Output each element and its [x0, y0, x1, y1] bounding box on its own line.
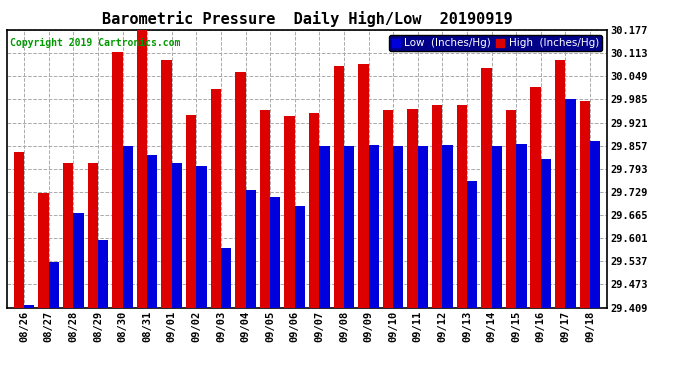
Bar [123, 146, 133, 308]
Bar [319, 146, 330, 308]
Bar [565, 99, 575, 308]
Bar [393, 146, 404, 308]
Bar [49, 262, 59, 308]
Title: Barometric Pressure  Daily High/Low  20190919: Barometric Pressure Daily High/Low 20190… [101, 12, 513, 27]
Bar [197, 166, 207, 308]
Bar [39, 194, 49, 308]
Bar [457, 105, 467, 308]
Bar [221, 248, 231, 308]
Bar [531, 87, 541, 308]
Bar [137, 30, 147, 308]
Bar [260, 110, 270, 308]
Bar [309, 113, 319, 308]
Bar [186, 115, 197, 308]
Bar [358, 64, 368, 308]
Bar [14, 152, 24, 308]
Bar [147, 155, 157, 308]
Bar [246, 190, 256, 308]
Bar [235, 72, 246, 308]
Text: Copyright 2019 Cartronics.com: Copyright 2019 Cartronics.com [10, 38, 180, 48]
Bar [73, 213, 83, 308]
Bar [295, 206, 305, 308]
Bar [172, 163, 182, 308]
Bar [63, 164, 73, 308]
Bar [334, 66, 344, 308]
Bar [506, 110, 516, 308]
Bar [467, 181, 477, 308]
Bar [516, 144, 526, 308]
Bar [368, 144, 379, 308]
Legend: Low  (Inches/Hg), High  (Inches/Hg): Low (Inches/Hg), High (Inches/Hg) [388, 35, 602, 51]
Bar [432, 105, 442, 308]
Bar [24, 305, 34, 308]
Bar [210, 88, 221, 308]
Bar [590, 141, 600, 308]
Bar [541, 159, 551, 308]
Bar [270, 197, 280, 308]
Bar [481, 68, 491, 308]
Bar [88, 164, 98, 308]
Bar [284, 116, 295, 308]
Bar [407, 109, 417, 307]
Bar [555, 60, 565, 308]
Bar [580, 101, 590, 308]
Bar [344, 146, 354, 308]
Bar [442, 145, 453, 308]
Bar [112, 52, 123, 308]
Bar [417, 146, 428, 308]
Bar [98, 240, 108, 308]
Bar [383, 110, 393, 308]
Bar [161, 60, 172, 308]
Bar [491, 146, 502, 308]
